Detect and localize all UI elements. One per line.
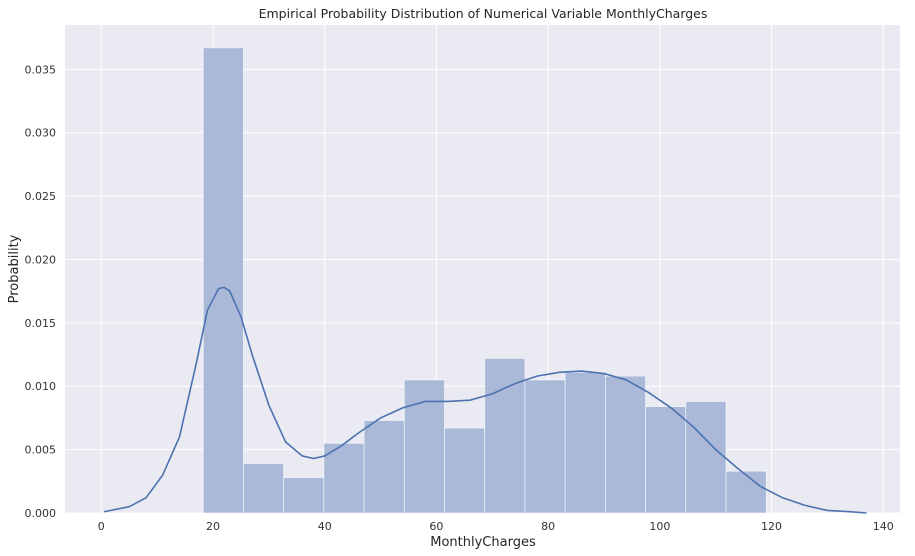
y-tick-label-3: 0.015 (25, 317, 57, 330)
histogram-bar-5 (403, 379, 445, 514)
histogram-bar-10 (604, 375, 646, 514)
histogram-bar-1 (243, 463, 285, 514)
histogram-bar-8 (524, 379, 566, 514)
x-tick-label-6: 120 (761, 520, 782, 533)
histogram-bar-3 (323, 442, 365, 514)
y-tick-label-4: 0.020 (25, 253, 57, 266)
histogram-bar-2 (283, 477, 325, 514)
histogram-bar-7 (484, 357, 526, 514)
kde-line (103, 286, 867, 514)
y-tick-label-7: 0.035 (25, 63, 57, 76)
y-tick-label-1: 0.005 (25, 444, 57, 457)
x-tick-label-4: 80 (541, 520, 555, 533)
y-tick-label-5: 0.025 (25, 190, 57, 203)
histogram-bar-9 (564, 371, 606, 514)
x-tick-label-0: 0 (98, 520, 105, 533)
histogram-bars (202, 47, 767, 514)
chart-title: Empirical Probability Distribution of Nu… (259, 6, 708, 21)
y-axis-ticks: 0.000 0.005 0.010 0.015 0.020 0.025 0.030 0.035 (25, 63, 57, 520)
histogram-bar-4 (363, 420, 405, 514)
x-tick-label-2: 40 (318, 520, 332, 533)
x-tick-label-3: 60 (429, 520, 443, 533)
x-tick-label-7: 140 (873, 520, 894, 533)
histogram-bar-13 (725, 470, 767, 514)
histogram-bar-0 (202, 47, 244, 514)
y-axis-label: Probability (7, 234, 22, 303)
x-axis-ticks: 0 20 40 60 80 100 120 140 (98, 520, 894, 533)
x-axis-label: MonthlyCharges (430, 535, 536, 550)
histogram-bar-12 (685, 401, 727, 514)
kde-curve (103, 286, 867, 514)
histogram-bar-6 (444, 427, 486, 514)
x-tick-label-1: 20 (206, 520, 220, 533)
histogram-bar-11 (645, 406, 687, 514)
x-tick-label-5: 100 (649, 520, 670, 533)
y-tick-label-0: 0.000 (25, 507, 57, 520)
y-tick-label-2: 0.010 (25, 380, 57, 393)
y-tick-label-6: 0.030 (25, 127, 57, 140)
